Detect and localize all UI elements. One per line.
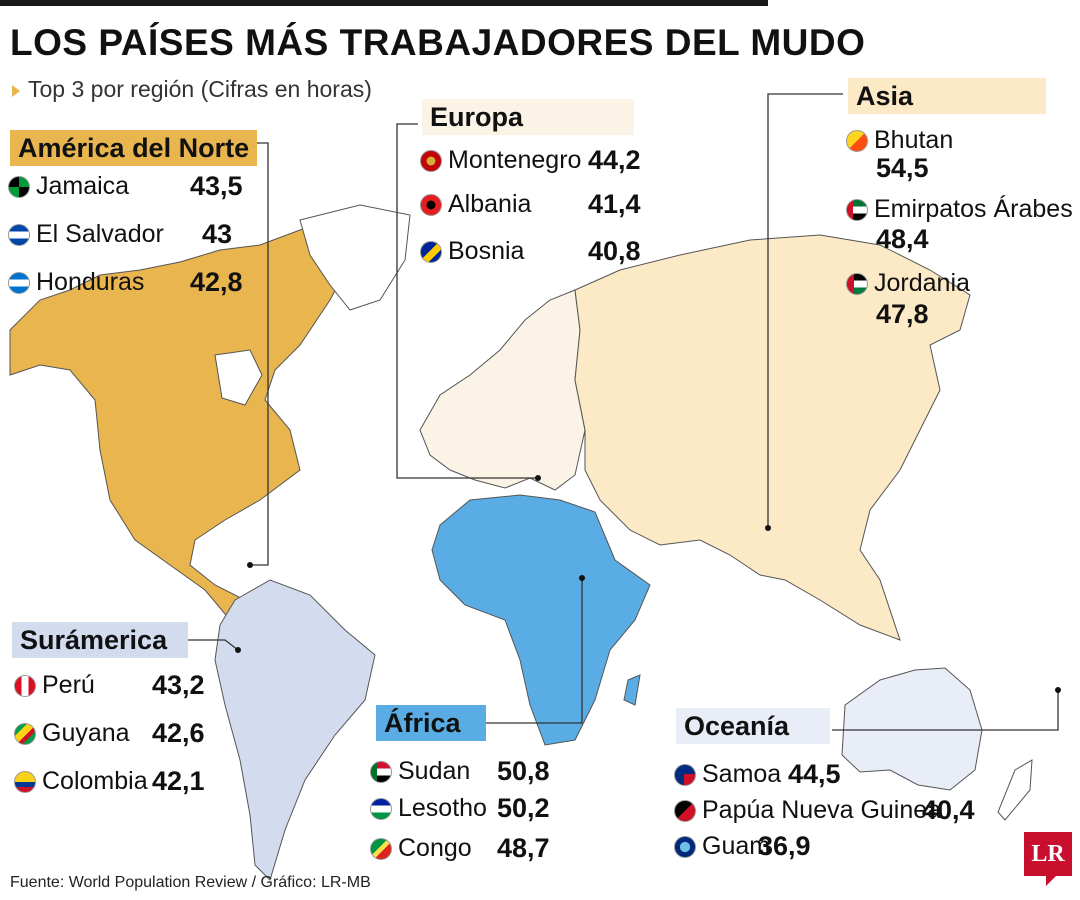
country-name: Jordania xyxy=(874,269,970,297)
list-item: Colombia xyxy=(14,764,148,798)
list-item: Jordania xyxy=(846,266,970,300)
flag-jordan-icon xyxy=(846,273,868,296)
country-value: 50,2 xyxy=(497,793,550,823)
country-value: 40,8 xyxy=(588,236,641,266)
flag-jamaica-icon xyxy=(8,176,30,199)
australia-landmass xyxy=(841,667,983,791)
page-title: LOS PAÍSES MÁS TRABAJADORES DEL MUDO xyxy=(10,22,866,63)
flag-montenegro-icon xyxy=(420,150,442,173)
lr-logo: LR xyxy=(1024,832,1072,876)
region-label-south-america: Surámerica xyxy=(12,622,188,658)
country-name: Samoa xyxy=(702,760,782,788)
country-value: 44,5 xyxy=(788,759,841,789)
country-value: 42,6 xyxy=(152,718,205,748)
region-label-north-america: América del Norte xyxy=(10,130,258,166)
flag-colombia-icon xyxy=(14,771,36,794)
madagascar xyxy=(623,674,641,706)
europe-landmass xyxy=(419,289,586,491)
africa-landmass xyxy=(431,494,651,746)
country-name: Guam xyxy=(702,832,771,860)
country-value: 44,2 xyxy=(588,145,641,175)
list-item: Montenegro xyxy=(420,143,581,177)
country-value: 36,9 xyxy=(758,831,811,861)
country-value: 47,8 xyxy=(876,299,929,329)
country-name: El Salvador xyxy=(36,220,164,248)
lr-logo-tail xyxy=(1046,876,1056,886)
flag-papua-new-guinea-icon xyxy=(674,800,696,823)
country-value: 48,4 xyxy=(876,224,929,254)
list-item: Congo xyxy=(370,831,472,865)
flag-guyana-icon xyxy=(14,723,36,746)
list-item: Lesotho xyxy=(370,791,487,825)
list-item: Bosnia xyxy=(420,234,524,268)
country-value: 41,4 xyxy=(588,189,641,219)
flag-lesotho-icon xyxy=(370,798,392,821)
country-name: Honduras xyxy=(36,268,145,296)
country-value: 48,7 xyxy=(497,833,550,863)
country-name: Colombia xyxy=(42,767,148,795)
list-item: Guyana xyxy=(14,716,130,750)
list-item: Guam xyxy=(674,829,770,863)
country-value: 54,5 xyxy=(876,153,929,183)
flag-honduras-icon xyxy=(8,272,30,295)
region-label-africa: África xyxy=(376,705,486,741)
flag-bhutan-icon xyxy=(846,130,868,153)
flag-bosnia-icon xyxy=(420,241,442,264)
country-name: Jamaica xyxy=(36,172,130,200)
flag-guam-icon xyxy=(674,836,696,859)
list-item: Sudan xyxy=(370,754,470,788)
north-america-landmass xyxy=(9,214,376,621)
flag-sudan-icon xyxy=(370,761,392,784)
leader-lines xyxy=(178,93,1059,731)
list-item: El Salvador xyxy=(8,217,164,251)
top-rule xyxy=(0,0,768,6)
flag-samoa-icon xyxy=(674,764,696,787)
country-name: Guyana xyxy=(42,719,130,747)
list-item: Jamaica xyxy=(8,169,129,203)
flag-congo-icon xyxy=(370,838,392,861)
flag-albania-icon xyxy=(420,194,442,217)
country-name: Perú xyxy=(42,671,95,699)
country-name: Papúa Nueva Guinea xyxy=(702,796,942,824)
region-label-asia: Asia xyxy=(848,78,1046,114)
region-label-europe: Europa xyxy=(422,99,634,135)
country-name: Sudan xyxy=(398,757,471,785)
country-value: 50,8 xyxy=(497,756,550,786)
flag-peru-icon xyxy=(14,675,36,698)
list-item: Perú xyxy=(14,668,95,702)
south-america-landmass xyxy=(214,579,376,881)
list-item: Emirpatos Árabes xyxy=(846,192,1073,226)
asia-landmass xyxy=(574,234,971,641)
flag-el-salvador-icon xyxy=(8,224,30,247)
subtitle-text: Top 3 por región (Cifras en horas) xyxy=(28,76,372,102)
list-item: Albania xyxy=(420,187,531,221)
country-name: Albania xyxy=(448,190,532,218)
list-item: Honduras xyxy=(8,265,144,299)
greenland xyxy=(299,204,411,311)
country-value: 43 xyxy=(202,219,233,249)
hudson-bay xyxy=(214,349,263,406)
subtitle: Top 3 por región (Cifras en horas) xyxy=(12,76,372,103)
country-name: Bhutan xyxy=(874,126,954,154)
triangle-bullet-icon xyxy=(12,84,20,97)
list-item: Samoa xyxy=(674,757,781,791)
country-name: Congo xyxy=(398,834,472,862)
region-label-oceania: Oceanía xyxy=(676,708,830,744)
country-value: 43,5 xyxy=(190,171,243,201)
country-value: 43,2 xyxy=(152,670,205,700)
list-item: Bhutan xyxy=(846,123,953,157)
list-item: Papúa Nueva Guinea xyxy=(674,793,941,827)
country-name: Bosnia xyxy=(448,237,525,265)
country-name: Lesotho xyxy=(398,794,487,822)
country-name: Montenegro xyxy=(448,146,582,174)
new-zealand xyxy=(997,759,1033,821)
country-value: 42,8 xyxy=(190,267,243,297)
country-value: 42,1 xyxy=(152,766,205,796)
flag-uae-icon xyxy=(846,199,868,222)
leader-dots xyxy=(235,475,1061,693)
country-value: 40,4 xyxy=(922,795,975,825)
country-name: Emirpatos Árabes xyxy=(874,195,1073,223)
source-footer: Fuente: World Population Review / Gráfic… xyxy=(10,874,371,891)
